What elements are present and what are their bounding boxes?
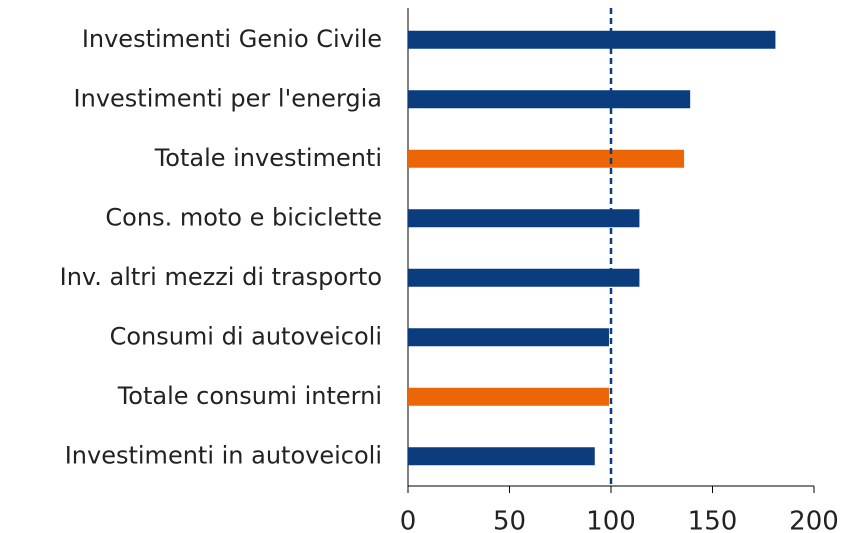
y-tick-label: Investimenti in autoveicoli <box>65 441 382 469</box>
y-tick-label: Consumi di autoveicoli <box>110 322 382 350</box>
bar <box>408 149 685 168</box>
y-tick-label: Investimenti per l'energia <box>74 84 382 112</box>
x-tick-label: 0 <box>400 507 417 533</box>
bar <box>408 387 609 406</box>
y-tick-label: Inv. altri mezzi di trasporto <box>60 263 382 291</box>
bar <box>408 90 691 109</box>
bar <box>408 328 609 347</box>
y-tick-label: Totale consumi interni <box>117 382 382 410</box>
y-tick-label: Investimenti Genio Civile <box>82 25 382 53</box>
x-tick-label: 100 <box>586 507 636 533</box>
x-tick-label: 150 <box>688 507 738 533</box>
y-tick-label: Cons. moto e biciclette <box>105 203 382 231</box>
bar <box>408 30 776 49</box>
bar <box>408 268 640 287</box>
x-tick-label: 50 <box>493 507 526 533</box>
y-tick-label: Totale investimenti <box>154 144 382 172</box>
bar <box>408 447 595 466</box>
bar <box>408 209 640 228</box>
x-tick-label: 200 <box>789 507 839 533</box>
